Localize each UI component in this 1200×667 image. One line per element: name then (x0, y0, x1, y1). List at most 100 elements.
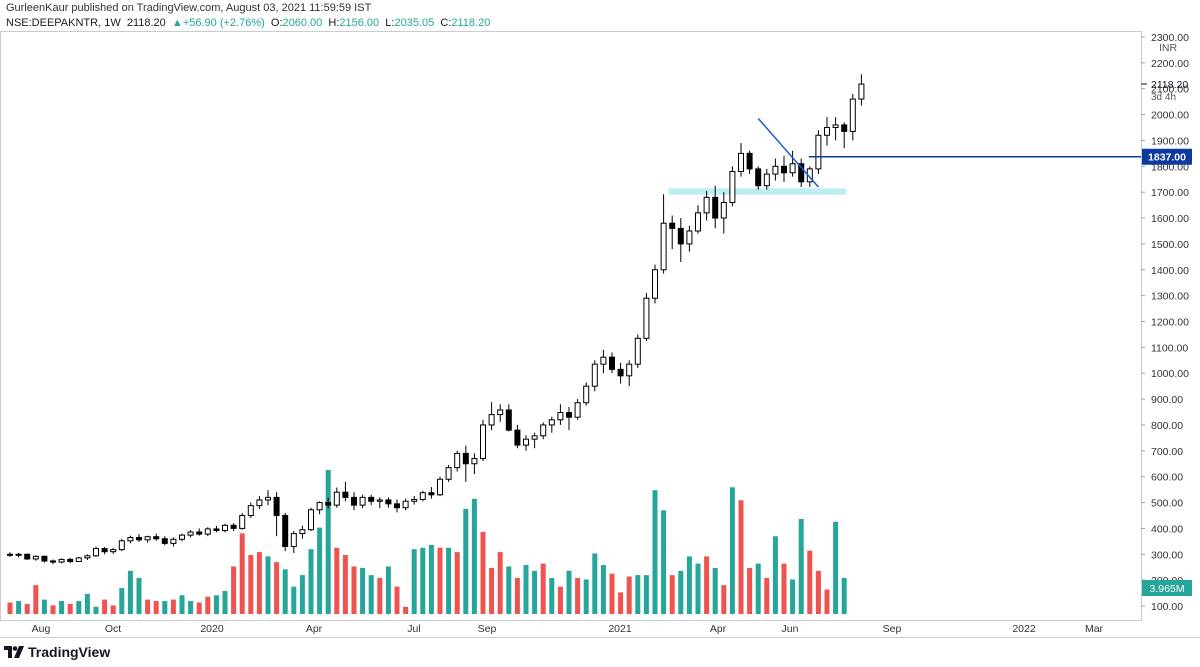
volume-bar (600, 565, 606, 614)
candle-body (402, 500, 409, 509)
volume-bar (7, 602, 13, 614)
candle (712, 185, 719, 229)
volume-bar (213, 595, 219, 614)
volume-bar (721, 585, 727, 614)
volume-bar (325, 470, 331, 614)
candle-body (617, 368, 624, 377)
candle-body (789, 163, 796, 174)
volume-bar (523, 565, 529, 614)
candle (600, 349, 607, 374)
tradingview-logo-icon (4, 646, 24, 658)
candle-body (497, 409, 504, 416)
volume-bar (678, 570, 684, 614)
candle-body (118, 540, 125, 551)
volume-bar (532, 570, 538, 614)
candle-body (170, 538, 177, 544)
volume-bar (549, 578, 555, 614)
candle (153, 533, 160, 541)
candle (316, 501, 323, 515)
volume-bar (377, 578, 383, 614)
volume-bar (102, 599, 108, 614)
candle (454, 450, 461, 472)
candle-body (7, 553, 13, 556)
candle-body (523, 438, 529, 446)
volume-bar (497, 552, 503, 614)
candle-body (394, 503, 400, 509)
candle (789, 150, 796, 177)
candle-body (548, 419, 555, 426)
countdown-label: 3d 4h (1151, 92, 1176, 103)
candle-body (566, 412, 572, 418)
volume-bar (566, 570, 572, 614)
volume-bar (368, 575, 374, 614)
candle (729, 166, 736, 207)
volume-bar (342, 554, 348, 614)
volume-bar (385, 566, 391, 614)
candle-body (110, 549, 117, 553)
candle (437, 476, 443, 497)
candle-body (695, 212, 701, 232)
candle-body (634, 337, 641, 365)
volume-bar (669, 575, 675, 614)
candle (626, 360, 633, 387)
candle (720, 192, 727, 234)
candle-body (127, 536, 134, 542)
symbol-label[interactable]: NSE:DEEPAKNTR, 1W (6, 17, 121, 29)
candle-body (230, 524, 237, 529)
candle-body (256, 499, 263, 507)
price-tick-label: 2300.00 (1151, 32, 1189, 44)
volume-bar (790, 579, 796, 614)
candle-body (385, 499, 392, 505)
candle-body (299, 529, 306, 535)
candle-body (58, 558, 65, 563)
candle (299, 525, 306, 539)
volume-bar (643, 575, 649, 614)
footer-bar (0, 638, 1200, 667)
volume-bar (24, 603, 30, 614)
candle-body (514, 429, 521, 446)
price-tick-label: 2100.00 (1151, 84, 1189, 96)
candle (557, 404, 564, 425)
volume-bar (583, 579, 589, 614)
candle (660, 194, 667, 274)
price-tick-label: 1600.00 (1151, 213, 1189, 225)
volume-bar (428, 544, 434, 614)
candle-body (368, 496, 375, 502)
price-tick-label: 100.00 (1151, 601, 1183, 613)
volume-bar (317, 527, 323, 614)
candle (643, 293, 650, 341)
volume-bar (205, 596, 211, 614)
volume-bar (360, 567, 366, 614)
volume-bar (480, 531, 486, 614)
candle-body (480, 424, 486, 460)
volume-bar (291, 586, 297, 614)
volume-bar (661, 510, 667, 614)
candle (591, 360, 598, 392)
volume-bar (127, 570, 133, 614)
volume-bar (41, 599, 47, 614)
candle (84, 554, 91, 560)
volume-bar (729, 487, 735, 614)
time-tick-label: 2020 (200, 623, 224, 635)
volume-bar (686, 556, 692, 614)
candle-body (333, 491, 340, 506)
volume-bar (33, 585, 39, 614)
tradingview-logo[interactable]: TradingView (4, 644, 110, 660)
candle (574, 399, 581, 420)
volume-bar (265, 556, 271, 614)
volume-bar (411, 549, 417, 614)
volume-bar (16, 601, 22, 614)
candle (652, 264, 658, 304)
price-tick-label: 900.00 (1151, 394, 1183, 406)
candle-body (84, 555, 91, 559)
price-tick-label: 1200.00 (1151, 317, 1189, 329)
candle-body (462, 452, 469, 465)
horizontal-level-badge (1142, 148, 1192, 165)
volume-bar (274, 562, 280, 614)
candle-body (505, 409, 512, 431)
close-label: C: (440, 17, 452, 29)
volume-series (7, 470, 847, 614)
candle-body (265, 496, 271, 501)
candle (634, 334, 641, 369)
